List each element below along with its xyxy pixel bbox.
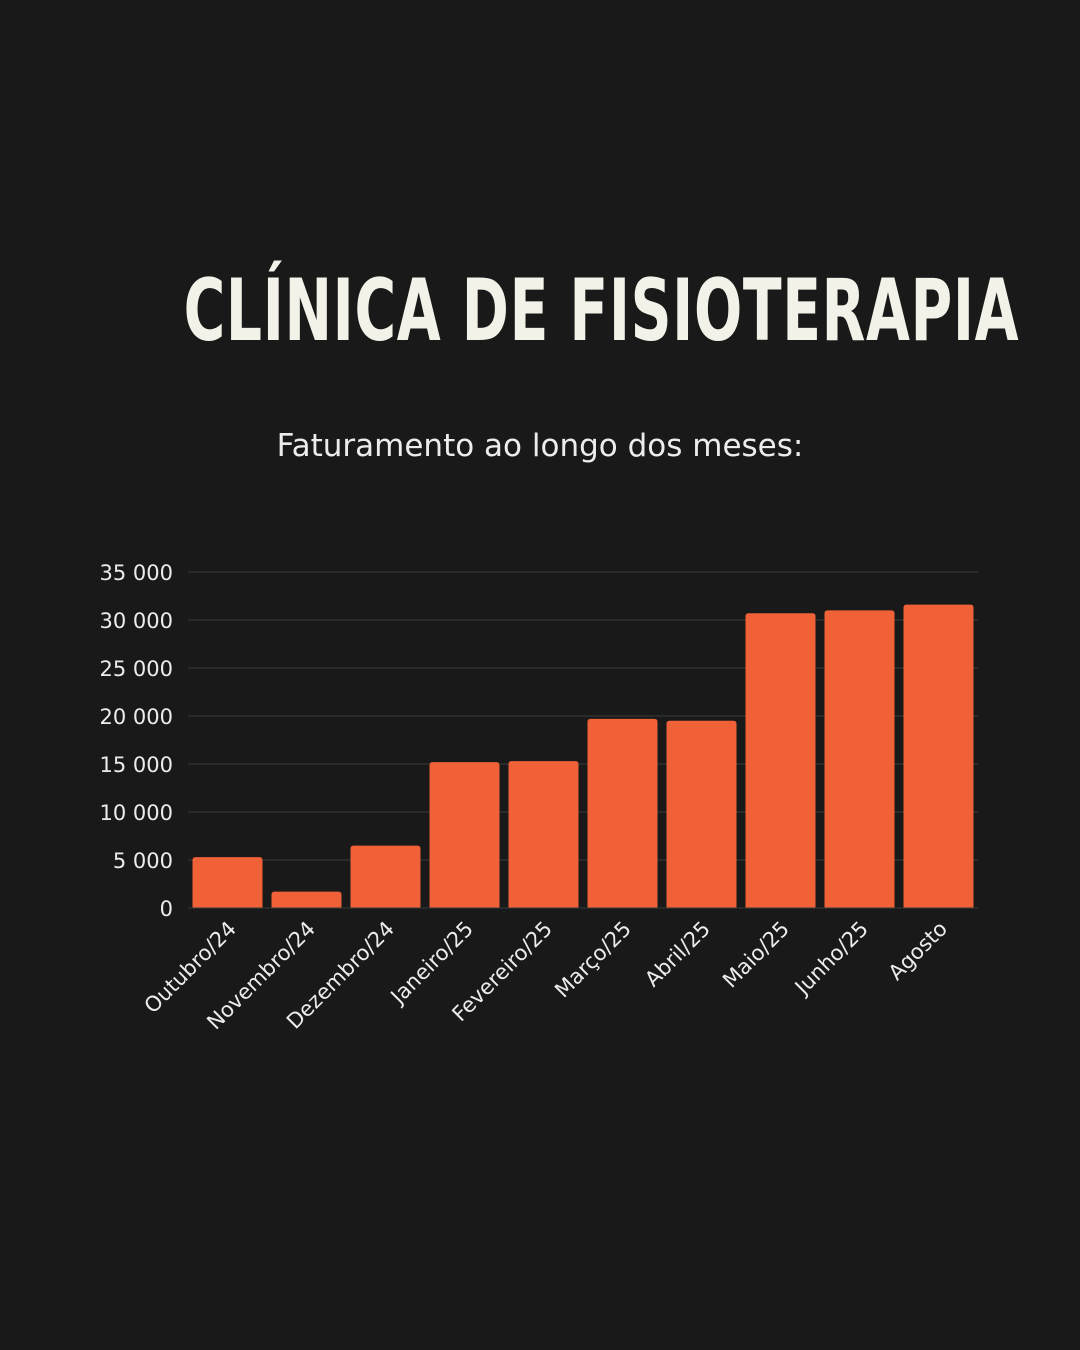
y-tick-label: 15 000 xyxy=(100,753,173,777)
x-tick-label: Agosto xyxy=(884,917,952,985)
chart-subtitle: Faturamento ao longo dos meses: xyxy=(276,428,804,464)
bar xyxy=(350,845,421,908)
bar xyxy=(745,613,816,908)
y-tick-label: 0 xyxy=(160,897,173,921)
bar xyxy=(271,891,342,908)
bar xyxy=(192,857,263,908)
bar xyxy=(903,604,974,908)
y-tick-label: 35 000 xyxy=(100,561,173,585)
page-title: CLÍNICA DE FISIOTERAPIA xyxy=(183,261,1020,361)
bar xyxy=(429,762,500,908)
x-tick-label: Março/25 xyxy=(550,917,636,1003)
y-tick-label: 30 000 xyxy=(100,609,173,633)
bar xyxy=(666,720,737,908)
x-tick-label: Junho/25 xyxy=(789,917,873,1001)
bar xyxy=(824,610,895,908)
x-tick-label: Maio/25 xyxy=(718,917,794,993)
y-tick-label: 10 000 xyxy=(100,801,173,825)
x-tick-label: Abril/25 xyxy=(640,917,715,992)
y-tick-label: 20 000 xyxy=(100,705,173,729)
y-tick-label: 5 000 xyxy=(113,849,173,873)
bar xyxy=(508,761,579,908)
bar xyxy=(587,718,658,908)
y-tick-label: 25 000 xyxy=(100,657,173,681)
